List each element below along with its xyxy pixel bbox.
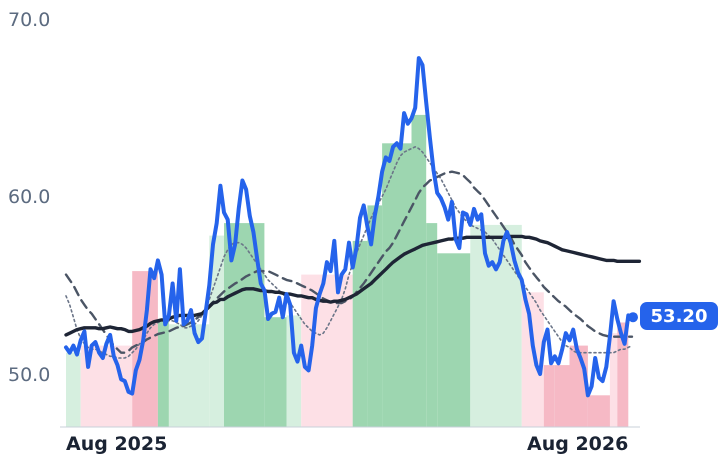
sma-mid-line	[64, 170, 634, 354]
last-price-value: 53.20	[651, 306, 708, 327]
sma-short-line	[65, 146, 633, 359]
y-tick-label: 50.0	[8, 364, 50, 386]
y-tick-label: 60.0	[8, 186, 50, 208]
region-block-bull-weak	[286, 315, 302, 427]
region-block-bear-strong	[554, 365, 570, 427]
y-axis: 70.0 60.0 50.0	[8, 9, 50, 386]
region-block-bull-strong	[382, 143, 412, 428]
y-tick-label: 70.0	[8, 9, 50, 31]
region-block-bull-weak	[66, 352, 81, 427]
region-block-bull-weak	[209, 235, 224, 427]
region-block-bear-strong	[543, 365, 555, 427]
series-lines	[64, 56, 642, 398]
last-price-label: 53.20	[640, 302, 718, 330]
price-line	[64, 56, 634, 398]
region-block-bull-weak	[168, 324, 210, 427]
x-axis: Aug 2025 Aug 2026	[66, 433, 628, 455]
last-price-label-bg	[640, 302, 718, 330]
region-block-bull-strong	[437, 253, 471, 427]
region-block-bull-strong	[352, 240, 368, 427]
x-tick-label: Aug 2026	[527, 433, 628, 455]
sma-long-line	[64, 234, 642, 337]
x-tick-label: Aug 2025	[66, 433, 167, 455]
region-block-bull-strong	[157, 320, 169, 428]
last-price-dot	[628, 312, 638, 323]
region-block-bull-strong	[411, 114, 427, 428]
region-block-bear-strong	[587, 395, 610, 427]
region-block-bull-strong	[264, 317, 287, 427]
region-block-bear-weak	[521, 292, 544, 427]
region-block-bear-weak	[609, 333, 618, 427]
region-block-bear-strong	[617, 322, 629, 427]
region-block-bull-strong	[426, 223, 438, 427]
